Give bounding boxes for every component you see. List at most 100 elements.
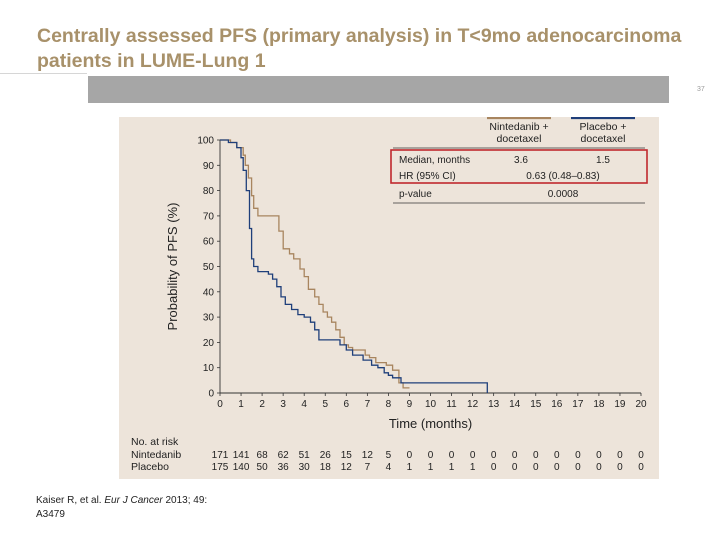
citation-details: 2013; 49: A3479	[36, 495, 208, 520]
risk-value: 36	[278, 462, 290, 473]
risk-value: 140	[233, 462, 250, 473]
chart-panel: 0 1 2 3 4 5 6 7 8 9 10 11 12 13 14 15 16 17 18 19 20 0 10 20 30 4…	[119, 116, 659, 479]
risk-value: 0	[533, 450, 539, 461]
series-line-nintedanib	[220, 139, 410, 389]
highlight-box	[390, 149, 648, 184]
x-tick-label: 12	[467, 399, 479, 410]
risk-value: 0	[575, 462, 581, 473]
risk-value: 0	[617, 450, 623, 461]
risk-value: 0	[638, 450, 644, 461]
risk-value: 0	[533, 462, 539, 473]
y-tick-label: 40	[203, 287, 215, 298]
table-row-value: 0.63 (0.48–0.83)	[526, 171, 599, 182]
risk-value: 0	[617, 462, 623, 473]
title-divider	[0, 73, 87, 74]
x-tick-label: 10	[425, 399, 437, 410]
table-median-nintedanib: 3.6	[514, 155, 528, 166]
risk-value: 171	[212, 450, 229, 461]
risk-value: 141	[233, 450, 250, 461]
series-line-placebo	[220, 139, 488, 393]
risk-value: 1	[449, 462, 455, 473]
y-tick-label: 80	[203, 186, 215, 197]
table-row-label: Median, months	[399, 155, 470, 166]
x-tick-label: 17	[572, 399, 584, 410]
x-tick-label: 1	[238, 399, 244, 410]
x-tick-label: 0	[217, 399, 223, 410]
risk-value: 0	[596, 462, 602, 473]
x-tick-label: 8	[386, 399, 392, 410]
citation-authors: Kaiser R, et al.	[36, 495, 105, 506]
legend-label-line2: docetaxel	[581, 133, 626, 145]
risk-value: 175	[212, 462, 229, 473]
risk-value: 30	[299, 462, 311, 473]
risk-value: 5	[386, 450, 392, 461]
citation-journal: Eur J Cancer	[104, 495, 163, 506]
risk-value: 15	[341, 450, 353, 461]
x-tick-label: 6	[344, 399, 350, 410]
x-tick-label: 5	[322, 399, 328, 410]
risk-value: 0	[575, 450, 581, 461]
y-tick-label: 60	[203, 237, 215, 248]
y-tick-label: 0	[208, 389, 214, 400]
risk-value: 50	[257, 462, 269, 473]
x-axis-label: Time (months)	[389, 416, 472, 431]
x-tick-label: 14	[509, 399, 521, 410]
x-tick-label: 20	[635, 399, 647, 410]
risk-value: 0	[554, 462, 560, 473]
table-row-label: p-value	[399, 189, 432, 200]
x-tick-label: 13	[488, 399, 500, 410]
slide-title: Centrally assessed PFS (primary analysis…	[37, 25, 682, 72]
x-tick-label: 9	[407, 399, 413, 410]
risk-value: 0	[638, 462, 644, 473]
risk-value: 0	[470, 450, 476, 461]
x-tick-label: 11	[446, 399, 457, 410]
header-bar	[88, 76, 669, 103]
risk-value: 68	[257, 450, 269, 461]
table-median-placebo: 1.5	[596, 155, 610, 166]
legend-label-line1: Placebo +	[580, 121, 627, 133]
y-tick-label: 10	[203, 363, 215, 374]
risk-value: 0	[491, 450, 497, 461]
y-tick-label: 20	[203, 338, 215, 349]
risk-value: 0	[491, 462, 497, 473]
risk-value: 0	[512, 462, 518, 473]
risk-value: 7	[365, 462, 371, 473]
legend-label-line1: Nintedanib +	[489, 121, 548, 133]
risk-table-header: No. at risk	[131, 436, 179, 448]
x-tick-label: 16	[551, 399, 563, 410]
risk-value: 26	[320, 450, 332, 461]
page-number: 37	[697, 86, 705, 93]
citation: Kaiser R, et al. Eur J Cancer 2013; 49: …	[36, 494, 236, 522]
risk-value: 12	[341, 462, 353, 473]
y-tick-label: 30	[203, 313, 215, 324]
risk-value: 0	[428, 450, 434, 461]
x-tick-label: 3	[280, 399, 286, 410]
y-tick-label: 50	[203, 262, 215, 273]
x-tick-label: 4	[301, 399, 307, 410]
risk-row-label: Placebo	[131, 461, 169, 473]
risk-value: 0	[407, 450, 413, 461]
risk-value: 1	[407, 462, 413, 473]
y-tick-label: 70	[203, 211, 215, 222]
risk-value: 51	[299, 450, 311, 461]
risk-value: 1	[428, 462, 434, 473]
x-tick-label: 15	[530, 399, 542, 410]
risk-row-label: Nintedanib	[131, 449, 181, 461]
x-tick-label: 18	[593, 399, 605, 410]
risk-value: 18	[320, 462, 332, 473]
x-tick-label: 2	[259, 399, 265, 410]
table-row-value: 0.0008	[548, 189, 579, 200]
x-tick-label: 7	[365, 399, 371, 410]
table-row-label: HR (95% CI)	[399, 171, 456, 182]
y-tick-label: 100	[197, 136, 214, 147]
km-chart: 0 1 2 3 4 5 6 7 8 9 10 11 12 13 14 15 16 17 18 19 2001020304…	[131, 116, 648, 473]
y-tick-label: 90	[203, 161, 215, 172]
y-axis-label: Probability of PFS (%)	[165, 203, 180, 331]
x-tick-label: 19	[614, 399, 626, 410]
risk-value: 4	[386, 462, 392, 473]
legend-label-line2: docetaxel	[497, 133, 542, 145]
risk-value: 0	[554, 450, 560, 461]
risk-value: 62	[278, 450, 290, 461]
risk-value: 0	[512, 450, 518, 461]
risk-value: 1	[470, 462, 476, 473]
